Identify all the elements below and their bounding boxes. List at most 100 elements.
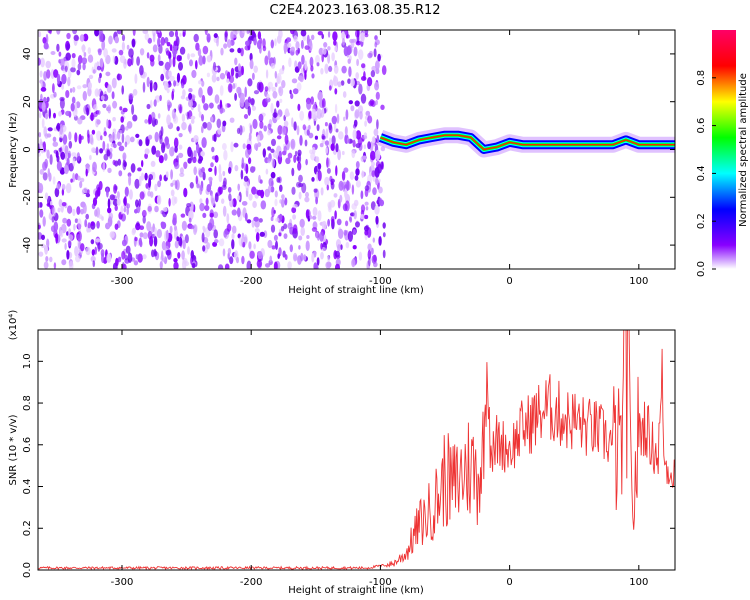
noise-speckle (64, 242, 67, 251)
noise-speckle (99, 148, 104, 154)
y-tick-label: -20 (22, 189, 33, 205)
noise-speckle (157, 180, 162, 188)
noise-speckle (364, 33, 369, 38)
noise-speckle (82, 203, 87, 214)
noise-speckle (165, 171, 169, 178)
noise-speckle (350, 78, 355, 87)
noise-speckle (367, 77, 373, 87)
noise-speckle (107, 207, 112, 214)
noise-speckle (370, 150, 376, 161)
noise-speckle (371, 170, 376, 178)
noise-speckle (153, 99, 157, 107)
noise-speckle (122, 159, 127, 171)
noise-speckle (292, 88, 299, 95)
noise-speckle (47, 168, 50, 178)
noise-speckle (364, 225, 369, 232)
noise-speckle (271, 86, 277, 92)
noise-speckle (39, 202, 43, 208)
noise-speckle (222, 143, 227, 151)
noise-speckle (323, 107, 327, 114)
y-tick-label: -40 (22, 237, 33, 253)
noise-speckle (98, 30, 104, 35)
noise-speckle (253, 216, 259, 222)
noise-speckle (60, 151, 66, 160)
noise-speckle (138, 198, 141, 207)
noise-speckle (171, 108, 176, 120)
noise-speckle (200, 151, 205, 157)
noise-speckle (156, 228, 162, 239)
noise-speckle (341, 150, 345, 156)
noise-speckle (216, 76, 220, 82)
noise-speckle (173, 258, 178, 263)
noise-speckle (121, 41, 125, 51)
noise-speckle (336, 218, 342, 226)
noise-speckle (347, 78, 351, 84)
noise-speckle (207, 86, 213, 96)
noise-speckle (121, 250, 126, 260)
x-tick-label: 100 (629, 577, 648, 588)
noise-speckle (321, 33, 325, 40)
noise-speckle (96, 220, 100, 229)
spectrogram-y-ticks: 40 20 0 -20 -40 (22, 48, 675, 253)
noise-speckle (96, 65, 102, 71)
noise-speckle (270, 148, 275, 153)
noise-speckle (53, 262, 57, 269)
noise-speckle (118, 170, 123, 177)
noise-speckle (335, 263, 340, 269)
noise-speckle (46, 69, 51, 79)
noise-speckle (375, 160, 381, 169)
noise-speckle (272, 112, 278, 118)
noise-speckle (65, 52, 71, 61)
noise-speckle (196, 143, 200, 154)
noise-speckle (361, 170, 365, 179)
noise-speckle (333, 193, 338, 198)
noise-speckle (360, 204, 366, 213)
noise-speckle (214, 165, 217, 176)
noise-speckle (126, 121, 133, 129)
noise-speckle (198, 80, 203, 85)
noise-speckle (53, 91, 57, 98)
noise-speckle (202, 122, 208, 129)
noise-speckle (157, 30, 161, 33)
noise-speckle (251, 219, 255, 228)
noise-speckle (51, 216, 55, 223)
noise-speckle (320, 68, 324, 75)
noise-speckle (201, 232, 205, 243)
noise-speckle (198, 168, 204, 178)
noise-speckle (327, 53, 331, 64)
x-tick-label: 100 (629, 276, 648, 287)
snr-multiplier: (x10⁴) (8, 310, 19, 341)
noise-speckle (88, 74, 94, 80)
noise-speckle (49, 154, 53, 165)
noise-speckle (352, 129, 357, 140)
noise-speckle (131, 38, 136, 48)
noise-speckle (308, 132, 314, 139)
noise-speckle (251, 186, 257, 195)
noise-speckle (77, 63, 82, 71)
noise-speckle (193, 166, 197, 176)
noise-speckle (355, 180, 361, 188)
noise-speckle (136, 56, 141, 66)
noise-speckle (294, 150, 298, 157)
noise-speckle (264, 55, 269, 66)
noise-speckle (364, 188, 369, 197)
noise-speckle (237, 47, 242, 54)
x-tick-label: -100 (369, 577, 392, 588)
noise-speckle (59, 123, 64, 135)
noise-speckle (42, 172, 48, 181)
noise-speckle (174, 225, 177, 231)
noise-speckle (256, 81, 261, 91)
noise-speckle (160, 36, 166, 46)
noise-speckle (267, 81, 273, 90)
noise-speckle (52, 83, 55, 94)
noise-speckle (187, 124, 192, 132)
noise-speckle (174, 240, 179, 249)
noise-speckle (169, 225, 173, 234)
x-tick-label: -200 (240, 577, 263, 588)
noise-speckle (198, 87, 203, 98)
noise-speckle (214, 192, 219, 203)
noise-speckle (324, 122, 328, 127)
noise-speckle (267, 129, 271, 136)
noise-speckle (242, 241, 246, 248)
noise-speckle (297, 149, 302, 156)
